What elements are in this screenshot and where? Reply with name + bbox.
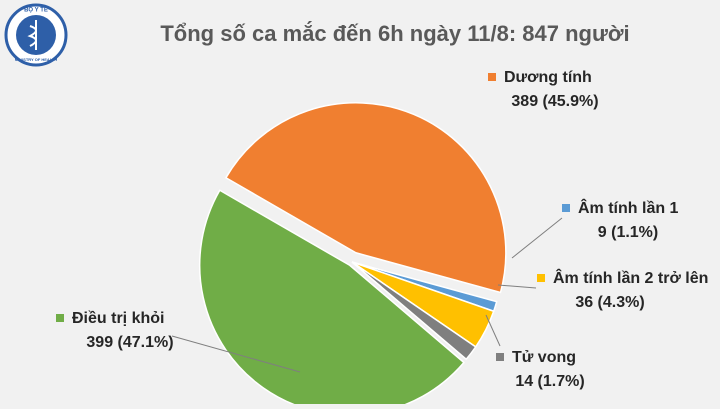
logo-top: BỘ Y TẾ bbox=[24, 6, 48, 14]
slice-value-label: 36 (4.3%) bbox=[575, 294, 644, 311]
logo-symbol bbox=[27, 20, 37, 50]
pie-slice bbox=[351, 261, 477, 361]
legend-marker bbox=[537, 274, 545, 282]
legend-marker bbox=[488, 73, 496, 81]
slice-name: Tử vong bbox=[512, 349, 576, 366]
legend-marker bbox=[56, 314, 64, 322]
slice-value-label: 389 (45.9%) bbox=[511, 93, 598, 110]
pie-slice bbox=[198, 189, 465, 409]
logo-bottom: MINISTRY OF HEALTH bbox=[15, 57, 58, 62]
leader-line bbox=[511, 217, 563, 259]
slice-value-label: 9 (1.1%) bbox=[598, 224, 658, 241]
leader-line bbox=[485, 314, 501, 347]
slice-name: Điều trị khỏi bbox=[72, 310, 164, 327]
pie-slice bbox=[224, 102, 507, 294]
legend-marker bbox=[562, 204, 570, 212]
legend-marker bbox=[496, 353, 504, 361]
slice-value-label: 14 (1.7%) bbox=[515, 373, 584, 390]
slice-value-label: 399 (47.1%) bbox=[86, 334, 173, 351]
logo: BỘ Y TẾ MINISTRY OF HEALTH bbox=[4, 3, 68, 67]
leader-line bbox=[497, 284, 537, 289]
slice-name: Âm tính lần 2 trở lên bbox=[553, 268, 708, 287]
leader-line bbox=[171, 335, 301, 373]
chart-title: Tổng số ca mắc đến 6h ngày 11/8: 847 ngư… bbox=[160, 21, 629, 46]
slice-name: Âm tính lần 1 bbox=[578, 198, 679, 217]
slice-name: Dương tính bbox=[504, 69, 592, 86]
